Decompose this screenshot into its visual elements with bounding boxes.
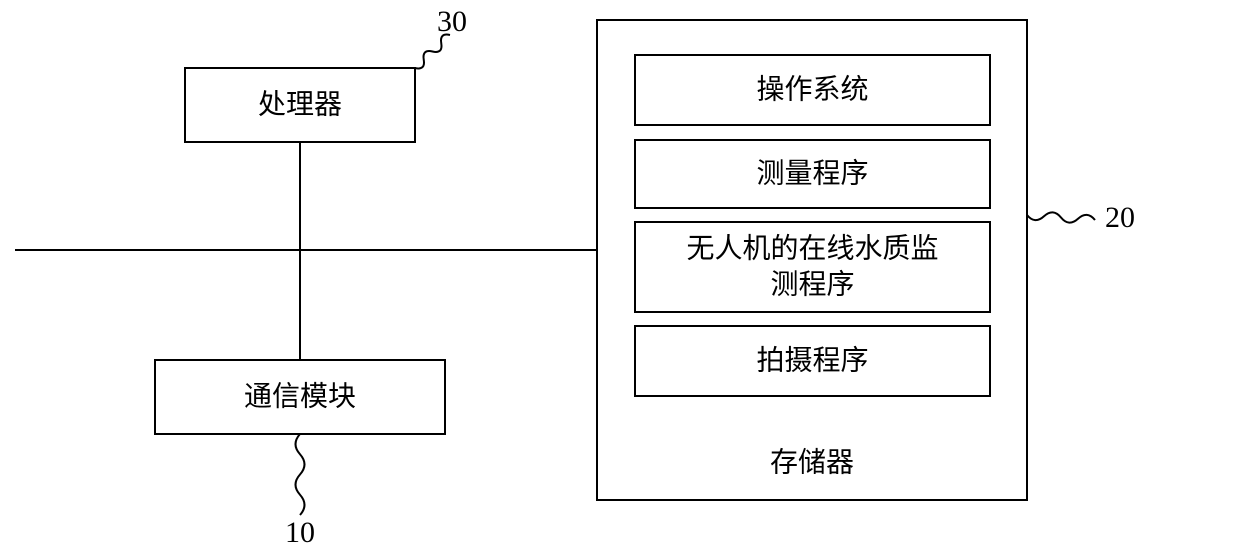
comm-ref-squiggle (296, 434, 305, 515)
proc-ref-num: 30 (437, 5, 467, 38)
memory-ref-squiggle (1027, 212, 1095, 222)
memory-label: 存储器 (770, 446, 854, 478)
measure-box: 测量程序 (635, 140, 990, 208)
os-label: 操作系统 (756, 73, 868, 105)
capture-box: 拍摄程序 (635, 326, 990, 396)
measure-label: 测量程序 (756, 157, 868, 189)
uav-water-box: 无人机的在线水质监 测程序 (635, 222, 990, 312)
comm-module-box: 通信模块 (155, 360, 445, 434)
processor-label: 处理器 (258, 88, 342, 120)
comm-ref-num: 10 (285, 516, 315, 549)
comm-module-label: 通信模块 (244, 380, 356, 412)
os-box: 操作系统 (635, 55, 990, 125)
memory-ref-num: 20 (1105, 201, 1135, 234)
uav-water-label-1: 无人机的在线水质监 (686, 232, 938, 264)
capture-label: 拍摄程序 (756, 344, 868, 376)
processor-box: 处理器 (185, 68, 415, 142)
uav-water-label-2: 测程序 (770, 268, 854, 300)
proc-ref-squiggle (415, 35, 450, 69)
